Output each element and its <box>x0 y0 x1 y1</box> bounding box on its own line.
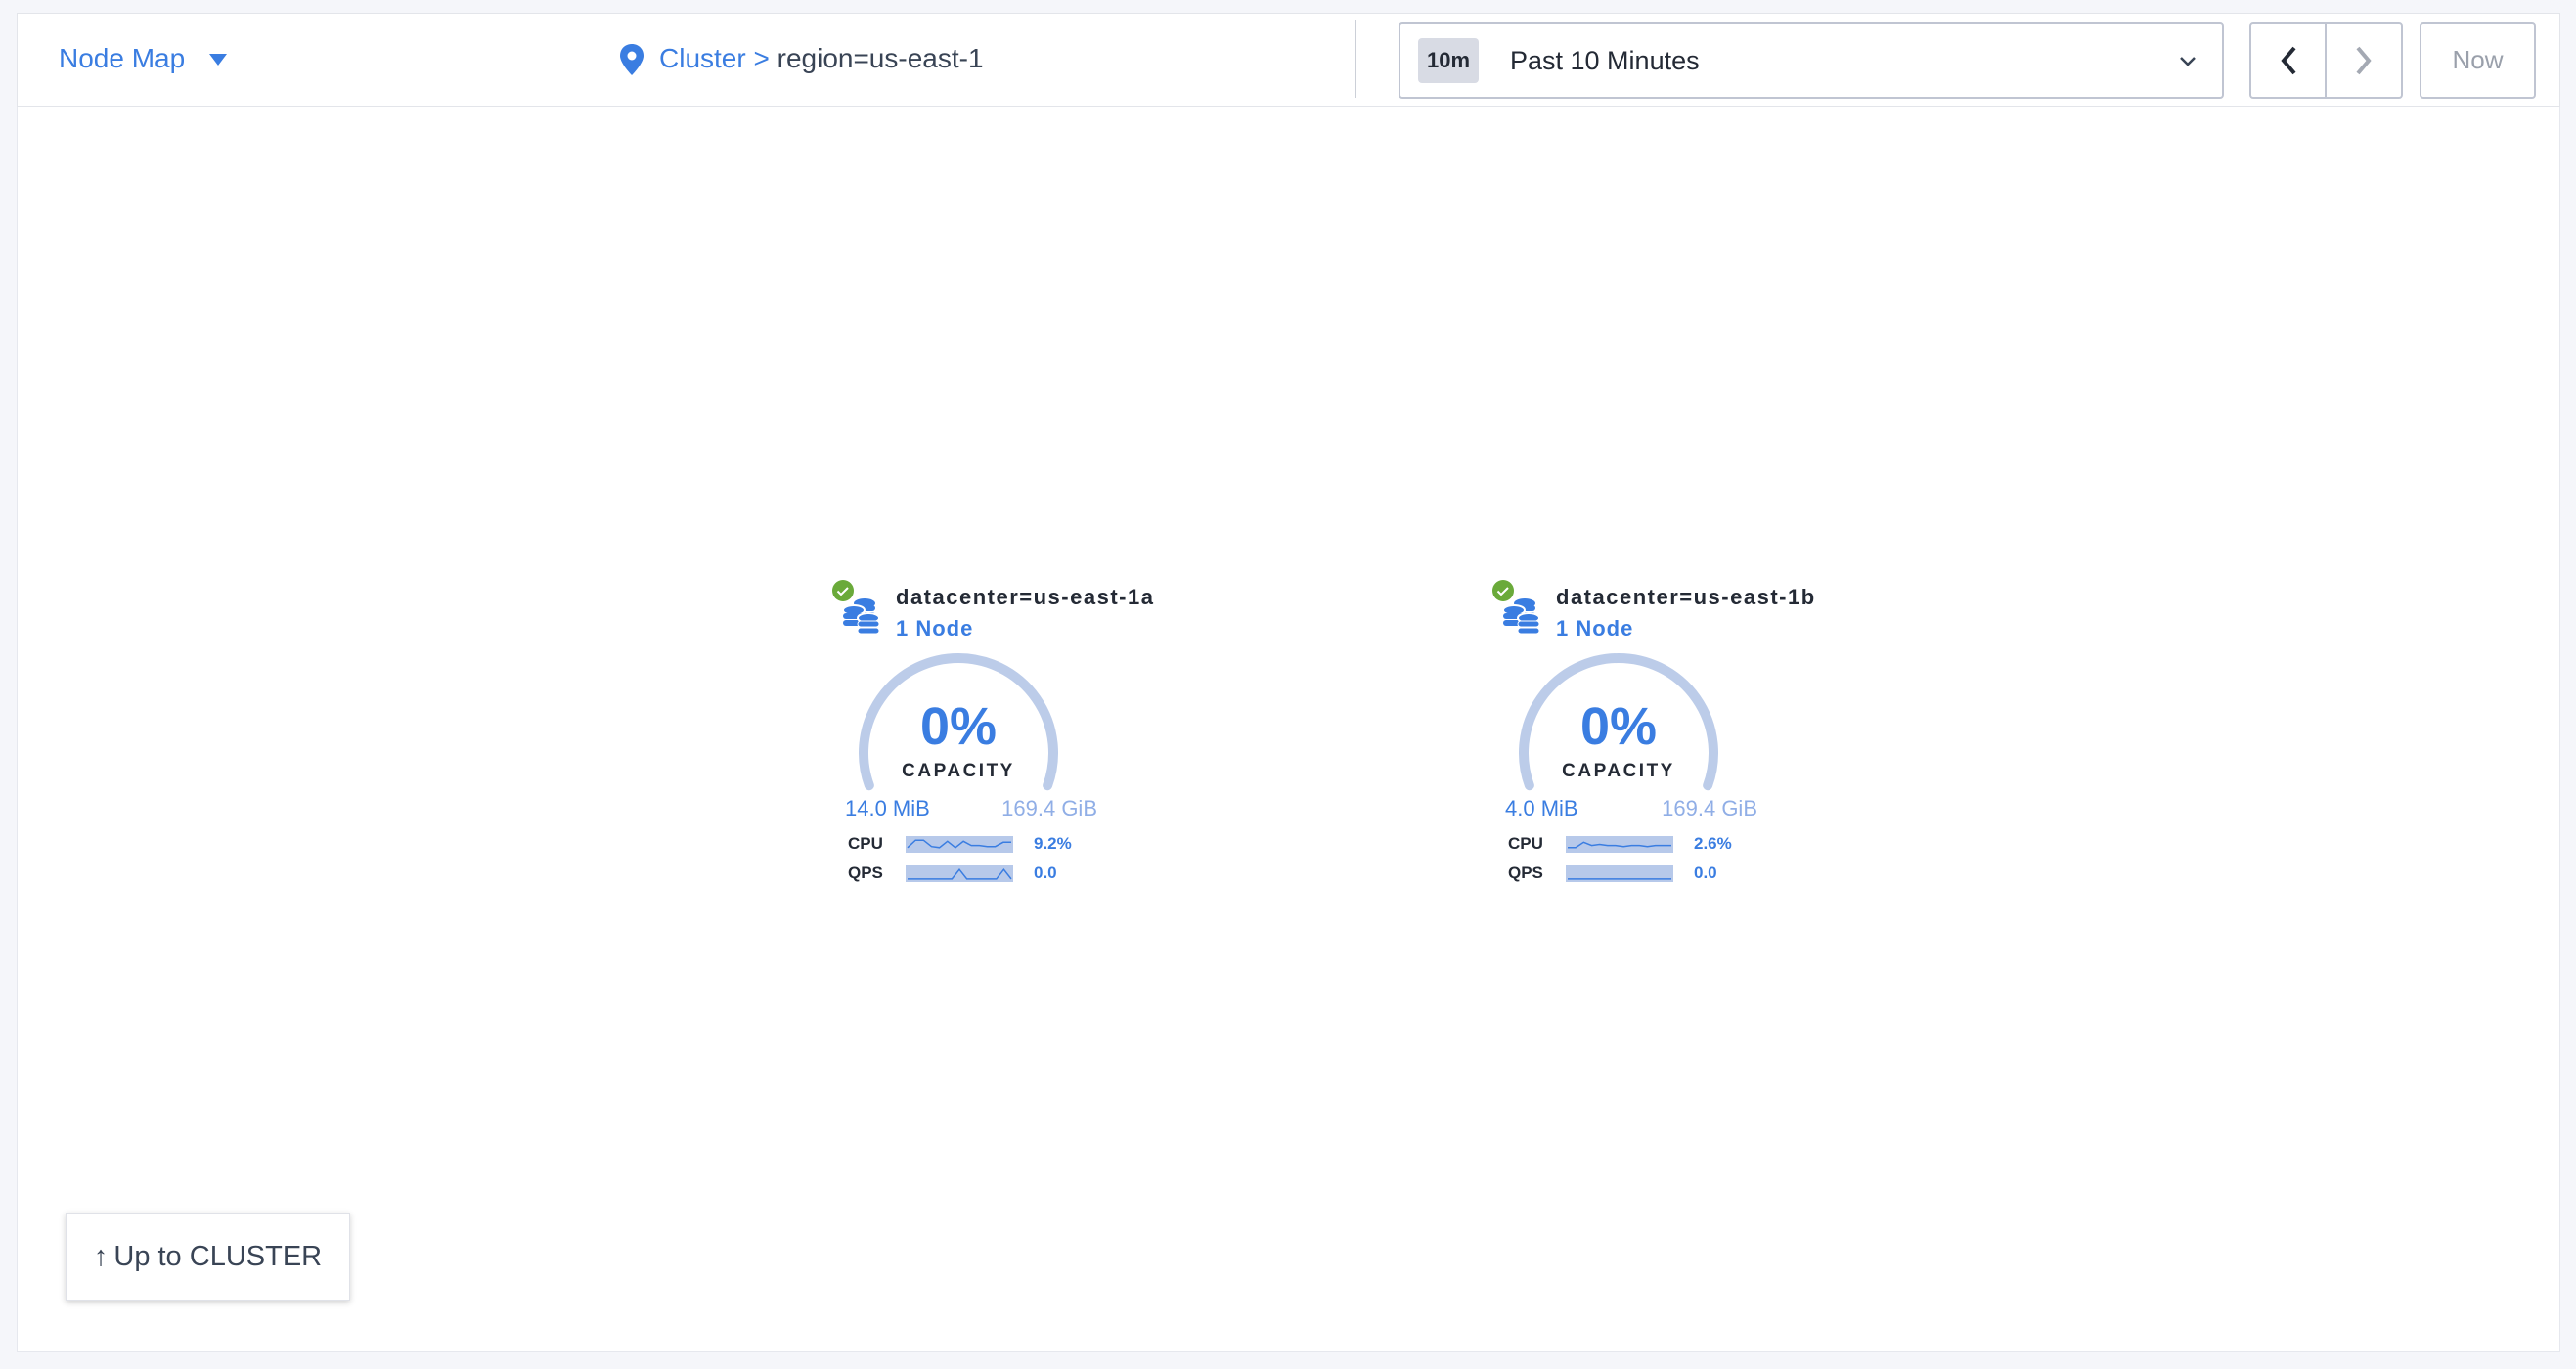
cpu-value: 9.2% <box>1034 834 1072 853</box>
capacity-percent: 0% <box>919 697 998 756</box>
node-count: 1 Node <box>1556 616 1634 640</box>
node-count: 1 Node <box>896 616 974 640</box>
capacity-gauge <box>1519 653 1718 791</box>
healthy-check-icon <box>1492 580 1514 601</box>
datacenter-name[interactable]: datacenter=us-east-1b <box>1556 585 1816 609</box>
cpu-value: 2.6% <box>1694 834 1732 853</box>
qps-label: QPS <box>848 863 883 882</box>
datacenter-node[interactable]: datacenter=us-east-1a 1 Node 0% CAPACITY… <box>831 579 1153 902</box>
cpu-label: CPU <box>848 834 883 853</box>
chevron-down-icon <box>2180 57 2196 66</box>
chevron-right-icon <box>2356 46 2372 75</box>
breadcrumb-separator: > <box>753 43 770 73</box>
breadcrumb-current: region=us-east-1 <box>777 43 984 73</box>
sparkline-line <box>907 839 1011 849</box>
qps-value: 0.0 <box>1034 863 1057 882</box>
cpu-sparkline <box>1566 836 1673 853</box>
breadcrumb-cluster-link[interactable]: Cluster <box>659 43 746 73</box>
chevron-left-icon <box>2280 46 2296 75</box>
time-range-badge: 10m <box>1418 38 1479 83</box>
up-button-label: Up to CLUSTER <box>113 1240 323 1272</box>
datacenter-name[interactable]: datacenter=us-east-1a <box>896 585 1155 609</box>
location-pin-icon <box>620 44 644 75</box>
sparkline-line <box>1568 878 1671 880</box>
sparkline-line <box>1568 841 1671 849</box>
cpu-sparkline <box>906 836 1013 853</box>
cpu-label: CPU <box>1508 834 1543 853</box>
up-to-cluster-button[interactable]: ↑ Up to CLUSTER <box>66 1213 350 1301</box>
qps-sparkline <box>1566 865 1673 882</box>
used-storage: 14.0 MiB <box>845 796 930 820</box>
healthy-check-icon <box>832 580 854 601</box>
time-range-value: Past 10 Minutes <box>1510 46 1700 75</box>
time-range-select[interactable]: 10m Past 10 Minutes <box>1399 22 2224 99</box>
caret-down-icon[interactable] <box>209 54 227 66</box>
top-bar <box>17 13 2560 107</box>
previous-time-button[interactable] <box>2249 22 2327 99</box>
capacity-label: CAPACITY <box>902 761 1015 781</box>
view-dropdown[interactable]: Node Map <box>59 43 186 73</box>
total-storage: 169.4 GiB <box>1662 796 1757 820</box>
database-icon <box>1502 598 1540 635</box>
capacity-gauge <box>859 653 1058 791</box>
total-storage: 169.4 GiB <box>1001 796 1097 820</box>
database-icon <box>842 598 880 635</box>
qps-sparkline <box>906 865 1013 882</box>
now-button[interactable]: Now <box>2420 22 2536 99</box>
breadcrumb: Cluster > region=us-east-1 <box>659 43 984 74</box>
qps-label: QPS <box>1508 863 1543 882</box>
arrow-up-icon: ↑ <box>93 1240 109 1272</box>
qps-value: 0.0 <box>1694 863 1717 882</box>
used-storage: 4.0 MiB <box>1505 796 1578 820</box>
divider <box>1355 20 1356 98</box>
sparkline-line <box>908 867 1012 880</box>
datacenter-node[interactable]: datacenter=us-east-1b 1 Node 0% CAPACITY… <box>1491 579 1814 902</box>
next-time-button[interactable] <box>2326 22 2403 99</box>
capacity-label: CAPACITY <box>1562 761 1675 781</box>
capacity-percent: 0% <box>1579 697 1658 756</box>
map-canvas <box>17 13 2560 1352</box>
